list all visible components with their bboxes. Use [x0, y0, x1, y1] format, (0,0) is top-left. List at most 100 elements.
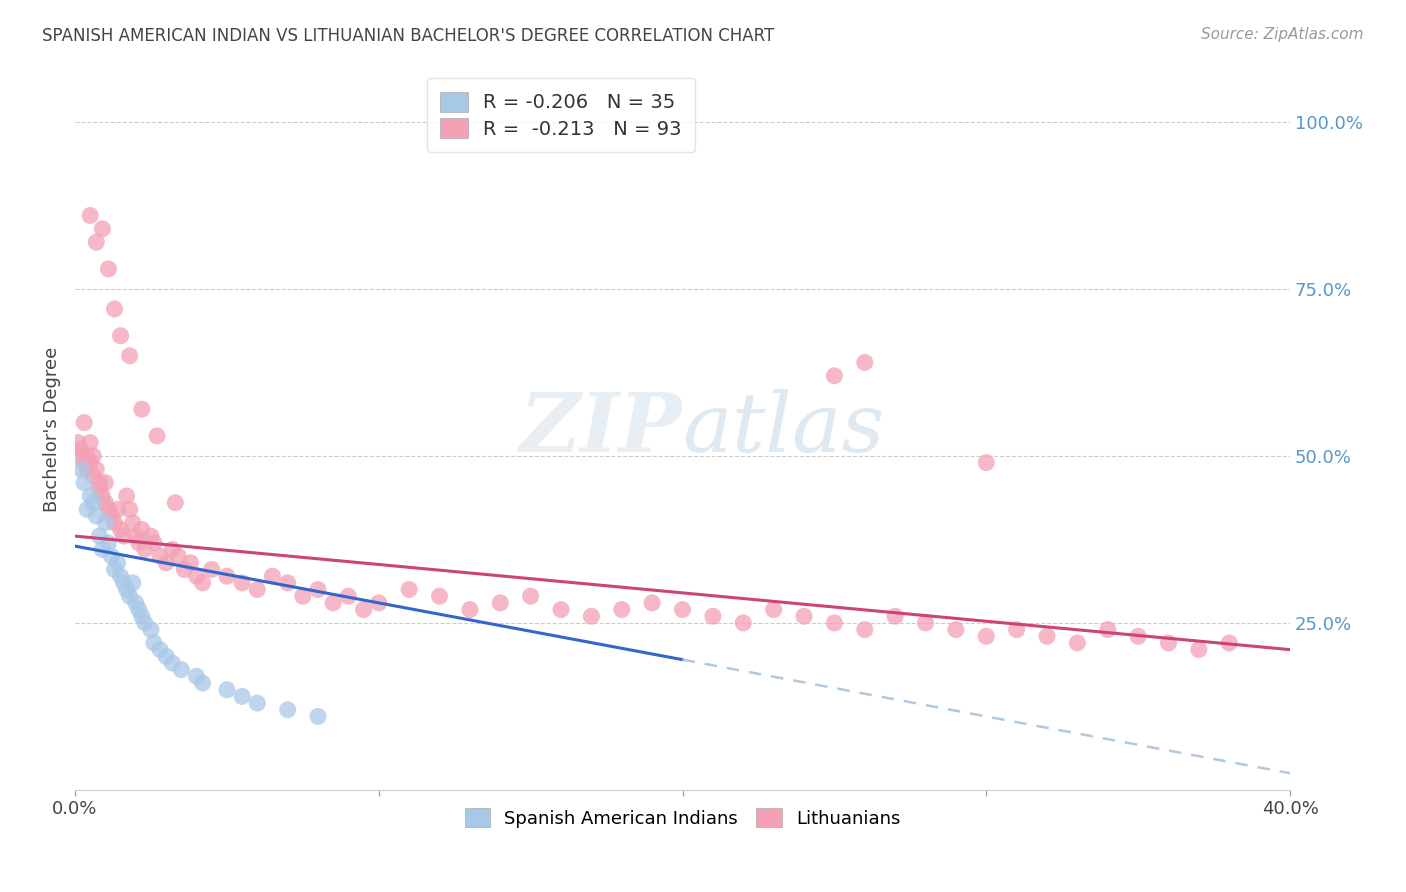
Point: [945, 623, 967, 637]
Point: [70, 442, 93, 457]
Point: [97, 535, 120, 549]
Point: [149, 642, 172, 657]
Point: [974, 456, 997, 470]
Point: [823, 368, 845, 383]
Point: [974, 629, 997, 643]
Point: [277, 703, 299, 717]
Point: [94, 516, 117, 530]
Point: [79, 456, 101, 470]
Point: [131, 402, 153, 417]
Point: [112, 529, 135, 543]
Point: [671, 602, 693, 616]
Point: [146, 429, 169, 443]
Point: [89, 529, 111, 543]
Point: [143, 636, 166, 650]
Point: [262, 569, 284, 583]
Point: [82, 469, 104, 483]
Point: [1188, 642, 1211, 657]
Point: [167, 549, 190, 563]
Point: [100, 509, 122, 524]
Point: [79, 435, 101, 450]
Point: [246, 696, 269, 710]
Point: [201, 562, 224, 576]
Point: [128, 602, 150, 616]
Point: [610, 602, 633, 616]
Point: [173, 562, 195, 576]
Point: [1218, 636, 1240, 650]
Point: [70, 462, 93, 476]
Legend: Spanish American Indians, Lithuanians: Spanish American Indians, Lithuanians: [457, 801, 907, 835]
Point: [89, 475, 111, 490]
Point: [76, 502, 98, 516]
Point: [94, 475, 117, 490]
Text: ZIP: ZIP: [520, 389, 682, 469]
Point: [121, 575, 143, 590]
Point: [160, 542, 183, 557]
Point: [884, 609, 907, 624]
Point: [186, 569, 208, 583]
Point: [398, 582, 420, 597]
Point: [1157, 636, 1180, 650]
Point: [853, 623, 876, 637]
Point: [291, 589, 314, 603]
Point: [215, 682, 238, 697]
Point: [121, 516, 143, 530]
Point: [762, 602, 785, 616]
Point: [231, 690, 253, 704]
Point: [84, 235, 107, 250]
Point: [118, 502, 141, 516]
Point: [143, 535, 166, 549]
Point: [139, 623, 162, 637]
Point: [91, 542, 114, 557]
Point: [107, 502, 129, 516]
Point: [118, 349, 141, 363]
Point: [519, 589, 541, 603]
Point: [458, 602, 481, 616]
Point: [97, 502, 120, 516]
Point: [125, 529, 148, 543]
Point: [641, 596, 664, 610]
Point: [353, 602, 375, 616]
Point: [67, 435, 90, 450]
Text: atlas: atlas: [682, 389, 884, 469]
Point: [1005, 623, 1028, 637]
Point: [367, 596, 389, 610]
Point: [82, 496, 104, 510]
Point: [73, 416, 96, 430]
Point: [91, 489, 114, 503]
Point: [231, 575, 253, 590]
Point: [155, 649, 177, 664]
Point: [79, 209, 101, 223]
Point: [1126, 629, 1149, 643]
Y-axis label: Bachelor's Degree: Bachelor's Degree: [44, 347, 60, 512]
Point: [131, 523, 153, 537]
Point: [89, 483, 111, 497]
Point: [79, 489, 101, 503]
Point: [131, 609, 153, 624]
Point: [793, 609, 815, 624]
Point: [82, 449, 104, 463]
Point: [91, 222, 114, 236]
Point: [215, 569, 238, 583]
Point: [186, 669, 208, 683]
Point: [110, 328, 132, 343]
Point: [84, 462, 107, 476]
Point: [550, 602, 572, 616]
Point: [155, 556, 177, 570]
Point: [76, 449, 98, 463]
Point: [115, 489, 138, 503]
Point: [139, 529, 162, 543]
Point: [160, 656, 183, 670]
Point: [125, 596, 148, 610]
Point: [733, 615, 755, 630]
Point: [73, 456, 96, 470]
Point: [149, 549, 172, 563]
Point: [103, 562, 125, 576]
Point: [277, 575, 299, 590]
Point: [191, 575, 214, 590]
Point: [246, 582, 269, 597]
Point: [112, 575, 135, 590]
Point: [191, 676, 214, 690]
Point: [1097, 623, 1119, 637]
Text: Source: ZipAtlas.com: Source: ZipAtlas.com: [1201, 27, 1364, 42]
